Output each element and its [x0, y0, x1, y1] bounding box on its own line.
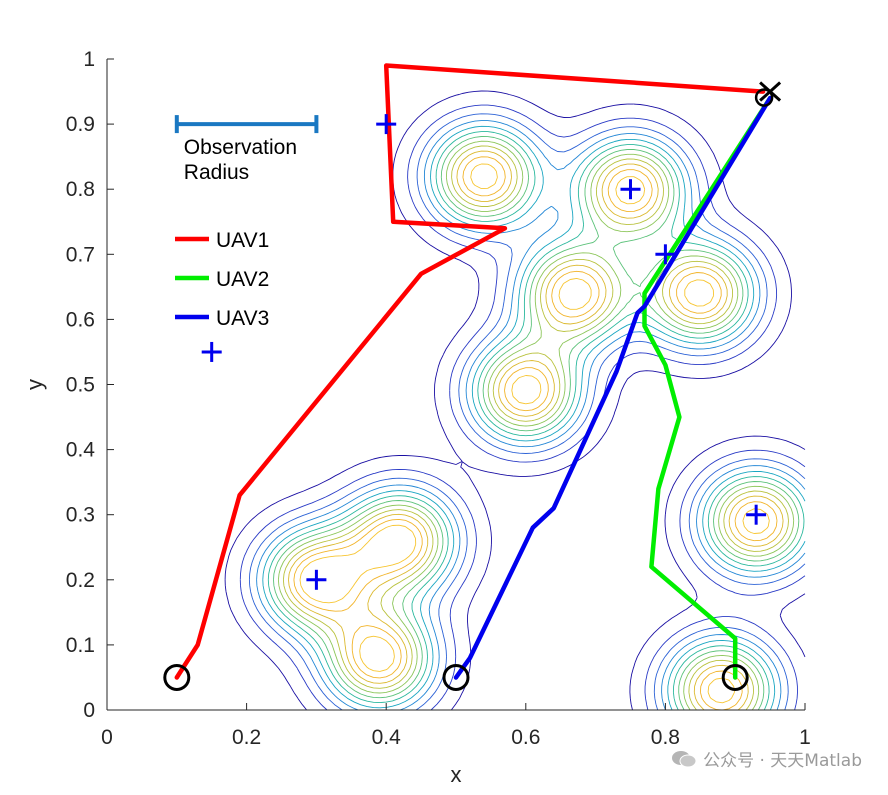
y-tick-label: 0.6 [66, 308, 95, 331]
observation-radius-label: Radius [184, 161, 249, 184]
wechat-icon [672, 750, 697, 767]
x-tick-label: 1 [799, 726, 811, 749]
observation-radius-label: Observation [184, 136, 297, 159]
watermark-text: 公众号 · 天天Matlab [703, 751, 862, 771]
target-plus-marker [655, 244, 676, 265]
y-tick-label: 0 [83, 699, 95, 722]
x-tick-label: 0.6 [511, 726, 540, 749]
start-circle-marker [721, 663, 749, 691]
x-tick-label: 0.4 [372, 726, 402, 749]
start-circle-marker [163, 663, 191, 691]
contour-level [224, 90, 806, 711]
markers [163, 81, 782, 691]
target-plus-marker [376, 114, 397, 135]
contour-level [267, 131, 805, 711]
goal-marker [754, 81, 782, 107]
y-tick-label: 0.3 [66, 504, 95, 527]
y-tick-label: 0.8 [66, 178, 95, 201]
uav-paths [174, 63, 773, 680]
axes: 0 0.2 0.4 0.6 0.8 1 0 0.1 0.2 0.3 0.4 0.5 0.6 0.7 0.8 0… [22, 48, 811, 787]
contour-level [288, 150, 784, 711]
y-tick-label: 0.1 [66, 634, 95, 657]
x-tick-label: 0.2 [232, 726, 261, 749]
observation-radius-bar [174, 115, 319, 134]
x-tick-label: 0.8 [651, 726, 680, 749]
target-plus-marker [306, 569, 327, 590]
x-axis-label: x [451, 762, 462, 787]
legend-label-uav2: UAV2 [216, 268, 269, 291]
target-plus-marker [746, 504, 767, 525]
contour-level [277, 140, 795, 711]
start-circle-marker [442, 663, 470, 691]
contour-level [299, 163, 770, 704]
contour-level [273, 136, 800, 711]
y-tick-label: 0.7 [66, 243, 95, 266]
y-tick-label: 0.5 [66, 374, 95, 397]
contour-level [262, 125, 806, 711]
y-tick-label: 0.4 [66, 439, 96, 462]
contour-level [282, 145, 789, 711]
watermark: 公众号 · 天天Matlab [671, 746, 862, 771]
y-tick-label: 0.2 [66, 569, 95, 592]
y-tick-label: 0.9 [66, 113, 95, 136]
density-contours [224, 90, 806, 711]
y-axis-label: y [22, 379, 47, 390]
legend-label-uav3: UAV3 [216, 307, 269, 330]
uav-path-uav3 [453, 95, 773, 680]
contour-level [248, 113, 806, 711]
x-tick-label: 0 [101, 726, 113, 749]
uav-path-uav1 [174, 63, 766, 680]
target-plus-marker [620, 179, 641, 200]
contour-level [256, 120, 806, 711]
legend-label-uav1: UAV1 [216, 229, 269, 252]
target-plus-marker [201, 341, 222, 362]
y-tick-label: 1 [83, 48, 95, 71]
